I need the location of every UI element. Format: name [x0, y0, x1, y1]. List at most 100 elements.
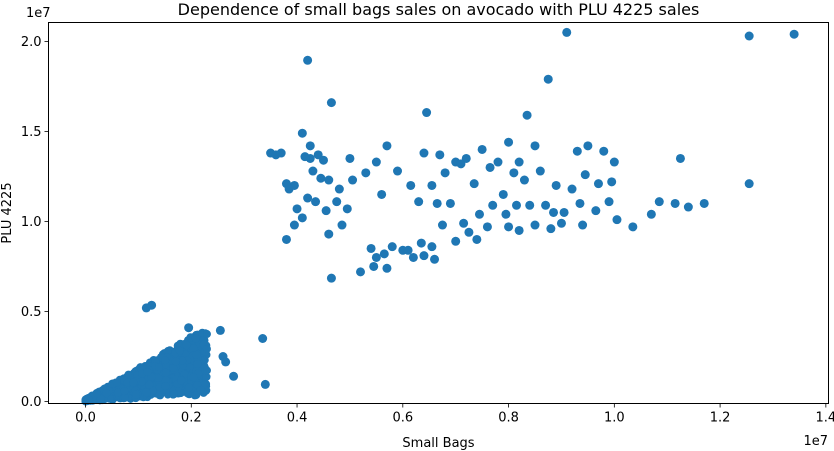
y-tick-label: 1.5 [21, 125, 42, 140]
data-point [371, 252, 381, 262]
data-point [699, 198, 709, 208]
data-point [369, 261, 379, 271]
data-point [289, 220, 299, 230]
data-point [498, 189, 508, 199]
data-point [474, 209, 484, 219]
data-point [464, 227, 474, 237]
data-point [260, 379, 270, 389]
data-point [469, 179, 479, 189]
data-point [393, 166, 403, 176]
y-tick-label: 0.0 [21, 395, 42, 410]
y-axis: 0.0 0.5 1.0 1.5 2.0 [21, 35, 49, 410]
cluster-point [142, 388, 151, 397]
data-point [501, 209, 511, 219]
data-point [488, 200, 498, 210]
cluster-point [154, 363, 163, 372]
data-point [675, 153, 685, 163]
data-point [221, 357, 231, 367]
data-point [387, 242, 397, 252]
data-point [525, 200, 535, 210]
cluster-point [145, 380, 154, 389]
data-point [321, 206, 331, 216]
data-point [514, 157, 524, 167]
cluster-point [178, 356, 187, 365]
data-point [646, 209, 656, 219]
data-point [297, 213, 307, 223]
data-point [683, 202, 693, 212]
data-point [599, 146, 609, 156]
x-tick-label: 0.8 [498, 411, 519, 426]
y-offset-text: 1e7 [26, 6, 51, 21]
data-point [512, 200, 521, 210]
data-point [609, 157, 619, 167]
data-point [258, 334, 268, 343]
data-point [141, 303, 151, 313]
data-point [670, 198, 680, 208]
cluster-point [163, 347, 172, 356]
data-point [445, 198, 455, 208]
x-tick-label: 1.4 [816, 411, 834, 426]
cluster-point [196, 385, 205, 394]
data-point [580, 170, 590, 180]
data-point [311, 197, 321, 207]
data-point [215, 325, 225, 335]
data-point [437, 220, 447, 230]
cluster-point [176, 389, 185, 398]
cluster-point [191, 334, 200, 343]
data-point [583, 141, 593, 151]
cluster-point [202, 330, 211, 339]
data-point [612, 215, 622, 225]
cluster-point [161, 382, 170, 391]
data-point [591, 206, 601, 216]
data-point [456, 159, 466, 169]
data-point [337, 220, 347, 230]
data-point [300, 152, 310, 162]
cluster-point [102, 389, 111, 398]
data-point [281, 234, 291, 244]
cluster-point [120, 393, 129, 402]
cluster-point [129, 378, 138, 387]
data-point [371, 157, 381, 167]
cluster-point [143, 367, 152, 376]
data-point [628, 222, 638, 232]
data-point [292, 204, 302, 214]
cluster-point [171, 357, 180, 366]
x-tick-label: 0.6 [392, 411, 413, 426]
data-point [284, 184, 294, 194]
data-point [332, 197, 342, 207]
data-point [472, 234, 482, 244]
data-point [303, 55, 313, 65]
cluster-point [161, 368, 170, 377]
x-tick-label: 0.4 [287, 411, 308, 426]
data-point [572, 146, 582, 156]
data-point [406, 180, 416, 190]
data-point [348, 175, 358, 185]
y-axis-label: PLU 4225 [0, 182, 15, 243]
cluster-point [161, 356, 170, 365]
y-tick-label: 0.5 [21, 305, 42, 320]
data-point [575, 198, 585, 208]
data-point [551, 180, 561, 190]
data-point [432, 198, 442, 208]
data-point [562, 27, 572, 37]
data-point [379, 249, 389, 259]
data-point [654, 197, 664, 207]
data-point [356, 267, 365, 277]
cluster-point [192, 391, 201, 400]
data-point [514, 225, 524, 235]
cluster-point [192, 350, 201, 359]
data-point [382, 263, 392, 273]
y-tick-label: 1.0 [21, 215, 42, 230]
data-point [334, 184, 344, 194]
cluster-point [114, 388, 123, 397]
data-point [604, 197, 614, 207]
cluster-point [92, 389, 101, 398]
data-point [789, 29, 799, 39]
data-point [184, 323, 194, 333]
cluster-point [189, 373, 198, 382]
data-point [430, 254, 440, 264]
data-point [485, 162, 495, 172]
data-point [416, 238, 426, 248]
cluster-point [185, 383, 194, 392]
data-point [305, 141, 315, 151]
